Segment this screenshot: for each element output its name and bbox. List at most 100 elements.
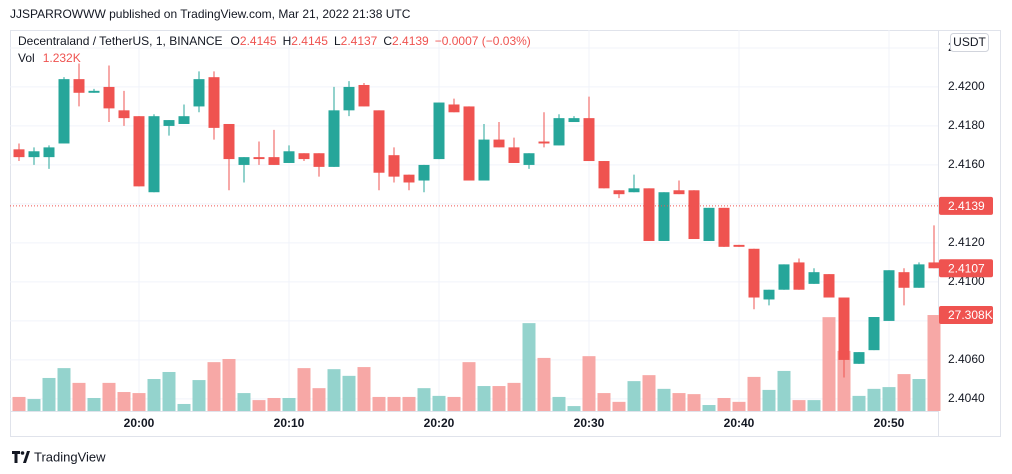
volume-bar — [117, 392, 131, 411]
legend-value: 2.4137 — [341, 34, 378, 48]
volume-bar — [732, 401, 746, 411]
volume-bar — [102, 382, 116, 411]
volume-bar — [552, 396, 566, 411]
volume-bar — [312, 388, 326, 411]
currency: USDT — [953, 35, 986, 49]
volume-bar — [777, 370, 791, 411]
candle-body — [853, 352, 865, 364]
symbol-legend: Decentraland / TetherUS, 1, BINANCE O2.41… — [18, 34, 531, 48]
volume-bar — [627, 381, 641, 411]
volume-bar — [507, 382, 521, 411]
candle-body — [553, 118, 565, 146]
candle-body — [703, 207, 715, 241]
candle-body — [88, 90, 100, 93]
candle-body — [763, 289, 775, 300]
volume-bar — [477, 386, 491, 411]
candle-body — [223, 123, 235, 160]
candle-body — [883, 270, 895, 321]
candle-body — [238, 157, 250, 165]
close-label: 2.4107 — [948, 261, 985, 275]
volume-bar — [927, 315, 941, 411]
volume-bar — [792, 400, 806, 411]
y-tick-label: 2.4180 — [948, 118, 985, 132]
volume-bar — [522, 323, 536, 411]
candle-body — [928, 262, 940, 269]
volume-bar — [882, 387, 896, 411]
candle-body — [403, 174, 415, 183]
volume-bar — [207, 362, 221, 411]
volume-bar — [432, 395, 446, 411]
volume-bar — [372, 396, 386, 411]
candle-body — [913, 264, 925, 288]
volume-bar — [747, 376, 761, 411]
close-label-box — [939, 259, 993, 278]
legend-key: O — [231, 34, 240, 48]
footer-brand: TradingView — [34, 449, 106, 464]
candle-body — [658, 192, 670, 241]
volume-bar — [417, 388, 431, 411]
candle-body — [73, 79, 85, 93]
candle-body — [58, 79, 70, 144]
x-tick-label: 20:00 — [124, 416, 155, 430]
volume-bar — [342, 375, 356, 411]
volume-legend: Vol 1.232K — [18, 51, 81, 65]
candle-body — [118, 110, 130, 119]
volume-bar — [807, 400, 821, 411]
candle-body — [673, 190, 685, 195]
candle-body — [733, 244, 745, 247]
volume-bar — [387, 396, 401, 411]
candle-body — [148, 116, 160, 193]
y-tick-label: 2.4040 — [948, 391, 985, 405]
published-line: JJSPARROWWW published on TradingView.com… — [10, 7, 411, 21]
candle-body — [43, 147, 55, 158]
volume-bar — [252, 400, 266, 411]
candle-body — [688, 190, 700, 240]
volume-bar — [162, 371, 176, 411]
candle-body — [388, 155, 400, 177]
tradingview-logo — [12, 451, 30, 463]
plot — [10, 30, 941, 411]
volume-value: 1.232K — [43, 51, 81, 65]
last-price-label: 2.4139 — [948, 199, 985, 213]
volume-bar — [177, 403, 191, 411]
candle-body — [478, 139, 490, 181]
volume-bar — [867, 388, 881, 411]
last-price-label-box — [939, 196, 993, 215]
candle-body — [283, 151, 295, 163]
x-tick-label: 20:30 — [574, 416, 605, 430]
legend-value: 2.4139 — [392, 34, 429, 48]
candle-body — [493, 139, 505, 148]
candle-body — [898, 272, 910, 288]
volume-bar — [567, 406, 581, 411]
chart-frame — [10, 30, 1001, 437]
y-tick-label: 2.4120 — [948, 235, 985, 249]
volume-bar — [852, 395, 866, 411]
candle-body — [328, 110, 340, 167]
candle-body — [508, 147, 520, 163]
y-tick-label: 2.4100 — [948, 274, 985, 288]
volume-key: Vol — [18, 51, 35, 65]
x-tick-label: 20:50 — [874, 416, 905, 430]
volume-bar — [657, 388, 671, 411]
volume-bar — [762, 389, 776, 411]
volume-bar — [297, 368, 311, 411]
candle-body — [13, 149, 25, 158]
volume-bar — [267, 397, 281, 411]
candle-body — [298, 153, 310, 160]
candle-body — [748, 248, 760, 298]
candle-body — [598, 161, 610, 189]
volume-bar — [642, 375, 656, 411]
volume-bar — [582, 356, 596, 411]
y-tick-label: 2.4060 — [948, 352, 985, 366]
legend-key: L — [334, 34, 341, 48]
volume-bar — [702, 405, 716, 411]
y-tick-label: 2.4160 — [948, 157, 985, 171]
candle-body — [778, 264, 790, 290]
volume-bar — [132, 393, 146, 411]
candle-body — [208, 77, 220, 128]
volume-bar — [282, 397, 296, 411]
volume-bar — [717, 397, 731, 411]
volume-label: 27.308K — [948, 308, 993, 322]
legend-change: −0.0007 (−0.03%) — [435, 34, 531, 48]
volume-bar — [72, 382, 86, 411]
